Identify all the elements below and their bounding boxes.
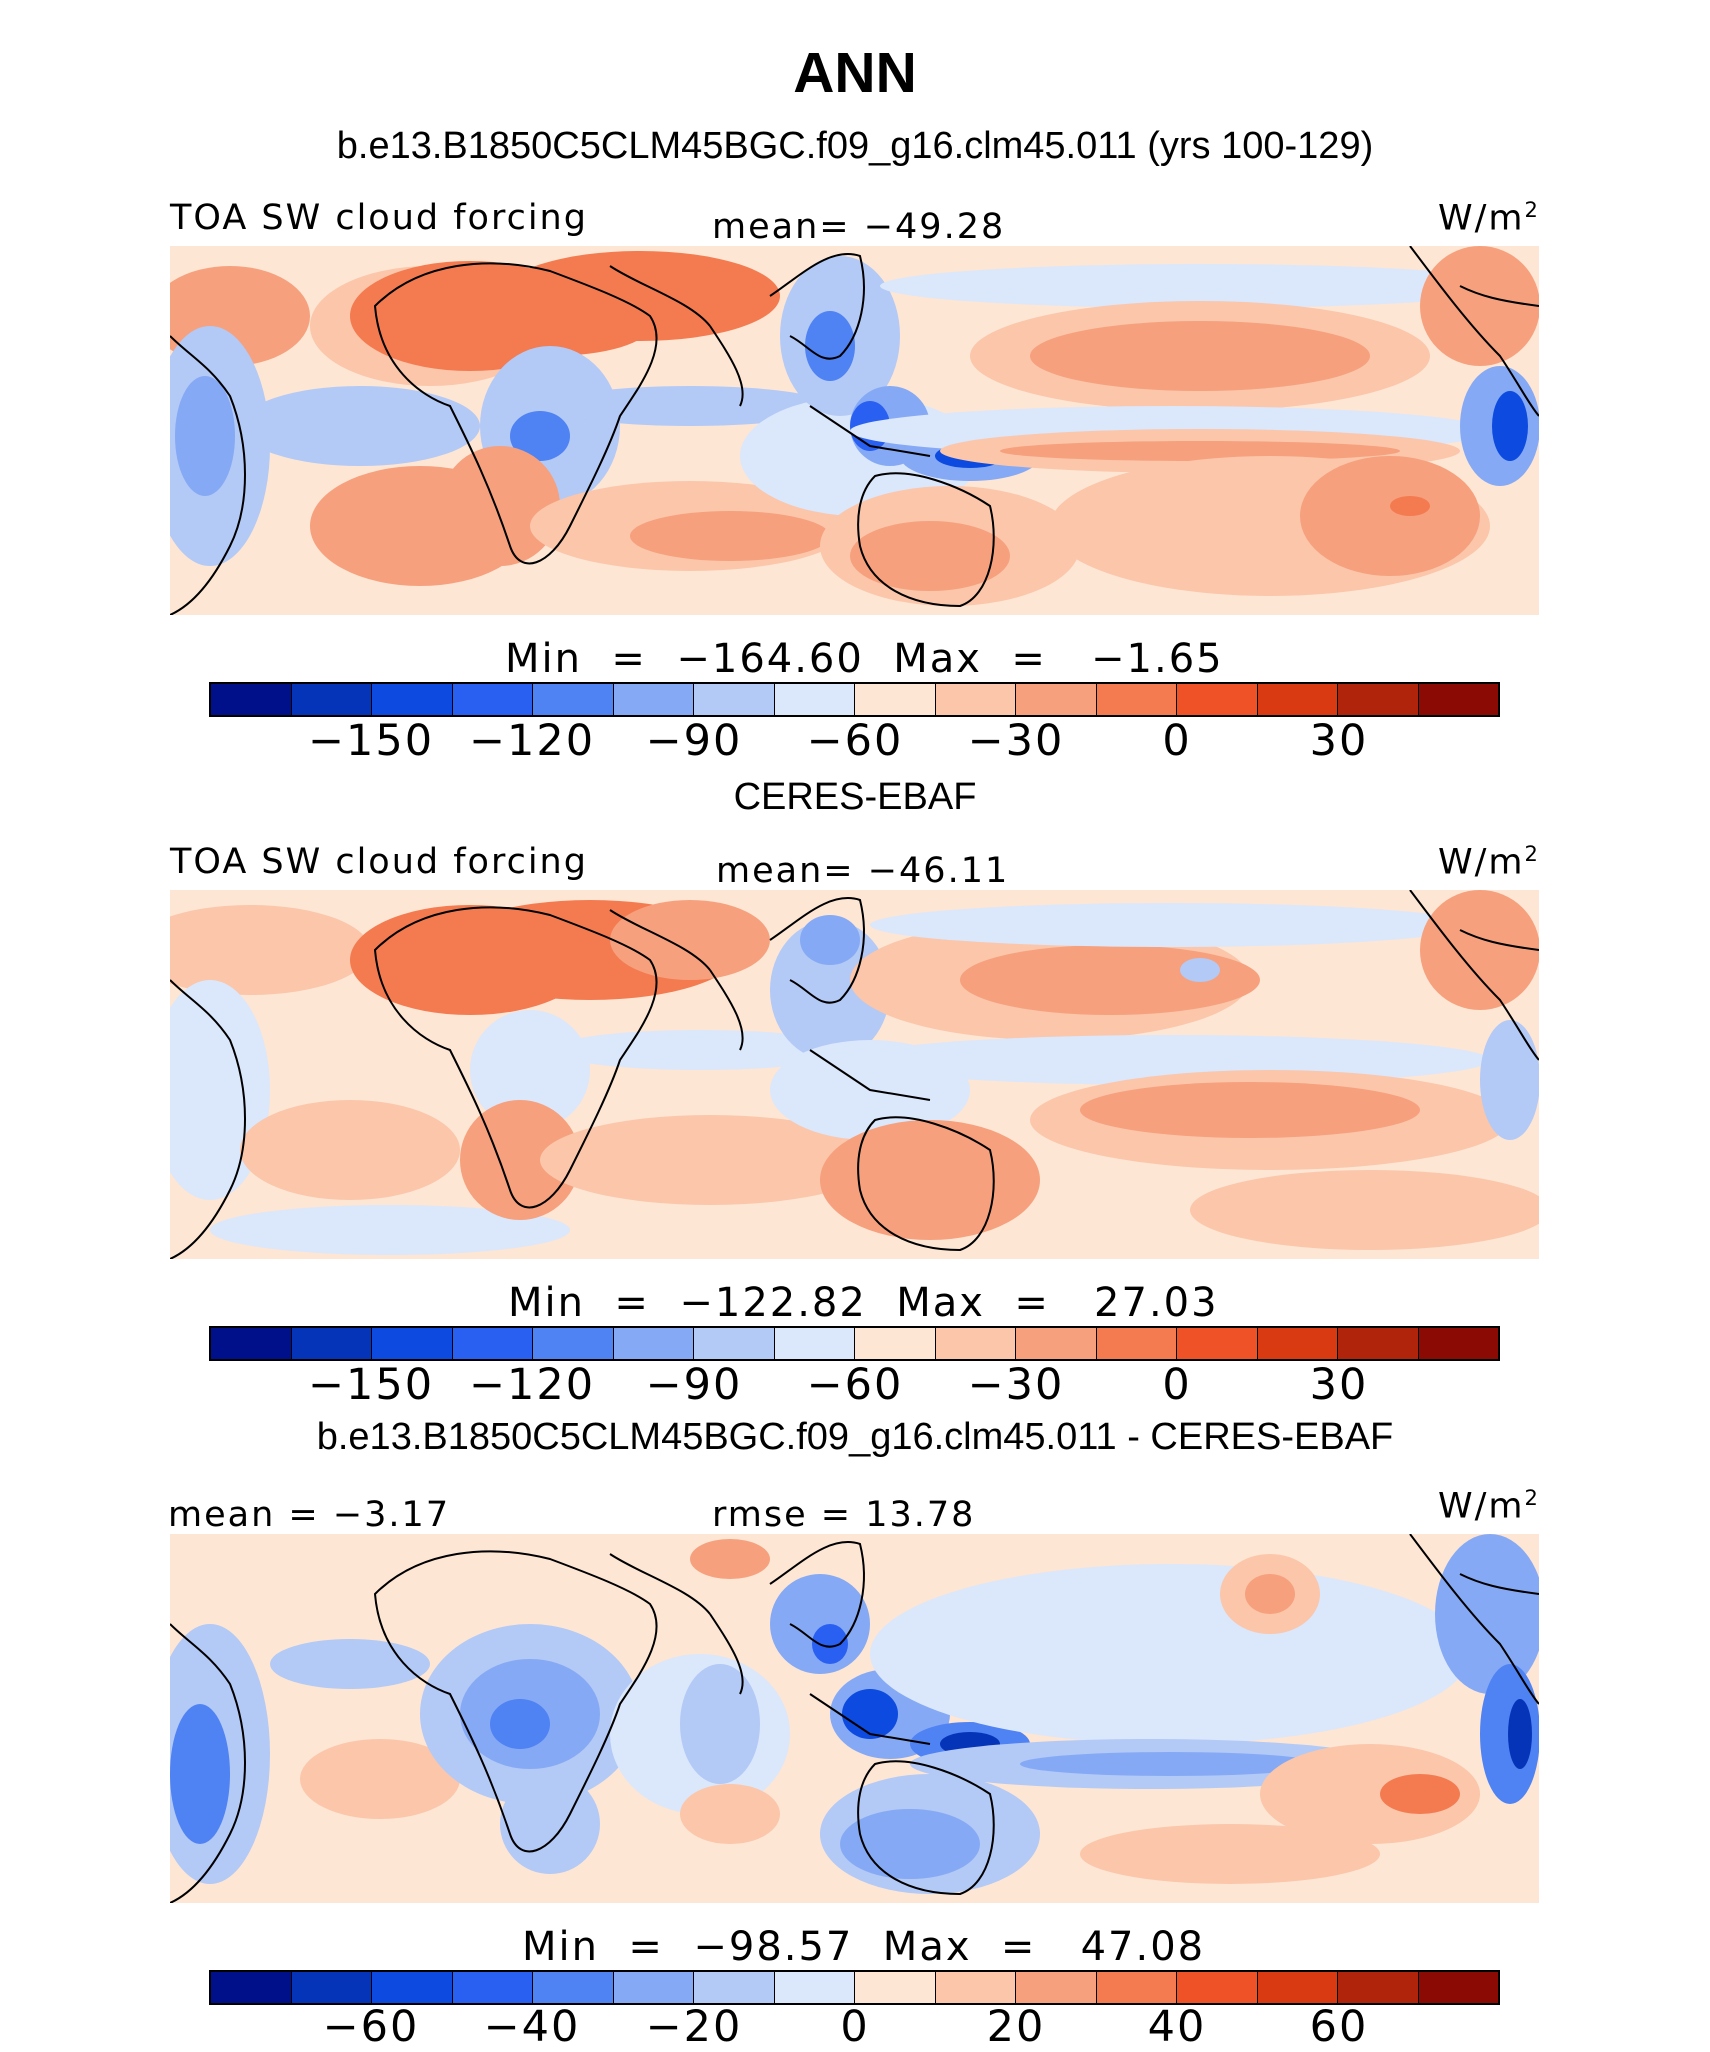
colorbar-swatch <box>613 1328 694 1359</box>
colorbar-swatch <box>774 1328 855 1359</box>
colorbar-swatch <box>1418 1972 1498 2003</box>
colorbar-swatch <box>291 1972 372 2003</box>
colorbar-swatch <box>452 1328 533 1359</box>
panel-3-tick: 0 <box>840 2002 870 2052</box>
panel-2-map <box>170 890 1539 1259</box>
panel-2-heading: CERES-EBAF <box>733 776 977 818</box>
panel-3-mean-label: mean = −3.17 <box>168 1495 451 1535</box>
colorbar-swatch <box>1096 684 1177 715</box>
panel-1-mean-label: mean= −49.28 <box>712 207 1006 247</box>
colorbar-swatch <box>1096 1972 1177 2003</box>
panel-2-tick: −60 <box>806 1360 904 1410</box>
colorbar-swatch <box>1016 1328 1097 1359</box>
colorbar-swatch <box>372 1972 453 2003</box>
colorbar-swatch <box>1418 684 1498 715</box>
panel-2-colorbar <box>209 1326 1500 1361</box>
panel-3-tick: −60 <box>322 2002 420 2052</box>
colorbar-swatch <box>1096 1328 1177 1359</box>
panel-2-units: W/m2 <box>1438 842 1540 883</box>
colorbar-swatch <box>935 1972 1016 2003</box>
panel-2-tick: −150 <box>307 1360 435 1410</box>
panel-1-map <box>170 246 1539 615</box>
panel-1-units: W/m2 <box>1438 198 1540 239</box>
panel-3-tick: −40 <box>483 2002 581 2052</box>
colorbar-swatch <box>613 1972 694 2003</box>
colorbar-swatch <box>1338 1328 1419 1359</box>
panel-1-tick: −60 <box>806 716 904 766</box>
colorbar-swatch <box>1418 1328 1498 1359</box>
panel-3-tick: 40 <box>1147 2002 1207 2052</box>
panel-1-tick: 0 <box>1162 716 1192 766</box>
panel-3-tick: 20 <box>986 2002 1046 2052</box>
panel-2-tick: 30 <box>1309 1360 1369 1410</box>
colorbar-swatch <box>694 1328 775 1359</box>
panel-2-tick: −30 <box>967 1360 1065 1410</box>
panel-2-tick: −120 <box>468 1360 596 1410</box>
panel-1-tick: 30 <box>1309 716 1369 766</box>
colorbar-swatch <box>694 1972 775 2003</box>
colorbar-swatch <box>1016 1972 1097 2003</box>
panel-1-variable-label: TOA SW cloud forcing <box>170 198 588 238</box>
panel-3-heading: b.e13.B1850C5CLM45BGC.f09_g16.clm45.011 … <box>316 1416 1394 1458</box>
panel-2-variable-label: TOA SW cloud forcing <box>170 842 588 882</box>
panel-2-tick: −90 <box>645 1360 743 1410</box>
colorbar-swatch <box>211 1328 292 1359</box>
colorbar-swatch <box>211 684 292 715</box>
colorbar-swatch <box>774 1972 855 2003</box>
panel-1-tick: −30 <box>967 716 1065 766</box>
colorbar-swatch <box>372 684 453 715</box>
panel-2-mean-label: mean= −46.11 <box>716 851 1010 891</box>
colorbar-swatch <box>211 1972 292 2003</box>
colorbar-swatch <box>1177 1328 1258 1359</box>
colorbar-swatch <box>1177 1972 1258 2003</box>
colorbar-swatch <box>1257 1328 1338 1359</box>
colorbar-swatch <box>774 684 855 715</box>
panel-3-colorbar <box>209 1970 1500 2005</box>
colorbar-swatch <box>533 1328 614 1359</box>
colorbar-swatch <box>935 1328 1016 1359</box>
colorbar-swatch <box>533 1972 614 2003</box>
panel-1-heading: b.e13.B1850C5CLM45BGC.f09_g16.clm45.011 … <box>336 125 1374 167</box>
colorbar-swatch <box>1338 684 1419 715</box>
colorbar-swatch <box>291 684 372 715</box>
colorbar-swatch <box>452 1972 533 2003</box>
colorbar-swatch <box>372 1328 453 1359</box>
panel-1-tick: −120 <box>468 716 596 766</box>
panel-1-colorbar <box>209 682 1500 717</box>
panel-2-stats: Min = −122.82 Max = 27.03 <box>508 1280 1219 1326</box>
colorbar-swatch <box>533 684 614 715</box>
colorbar-swatch <box>291 1328 372 1359</box>
colorbar-swatch <box>1257 1972 1338 2003</box>
colorbar-swatch <box>1177 684 1258 715</box>
panel-3-tick: −20 <box>645 2002 743 2052</box>
colorbar-swatch <box>1257 684 1338 715</box>
panel-2-tick: 0 <box>1162 1360 1192 1410</box>
colorbar-swatch <box>452 684 533 715</box>
panel-3-stats: Min = −98.57 Max = 47.08 <box>522 1924 1206 1970</box>
colorbar-swatch <box>935 684 1016 715</box>
panel-3-units: W/m2 <box>1438 1486 1540 1527</box>
colorbar-swatch <box>1338 1972 1419 2003</box>
panel-3-map <box>170 1534 1539 1903</box>
figure-title: ANN <box>793 41 917 105</box>
panel-3-rmse-label: rmse = 13.78 <box>712 1495 976 1535</box>
panel-3-tick: 60 <box>1309 2002 1369 2052</box>
colorbar-swatch <box>855 1328 936 1359</box>
colorbar-swatch <box>694 684 775 715</box>
colorbar-swatch <box>855 1972 936 2003</box>
panel-1-tick: −90 <box>645 716 743 766</box>
panel-1-tick: −150 <box>307 716 435 766</box>
panel-1-stats: Min = −164.60 Max = −1.65 <box>505 636 1224 682</box>
colorbar-swatch <box>1016 684 1097 715</box>
colorbar-swatch <box>855 684 936 715</box>
colorbar-swatch <box>613 684 694 715</box>
